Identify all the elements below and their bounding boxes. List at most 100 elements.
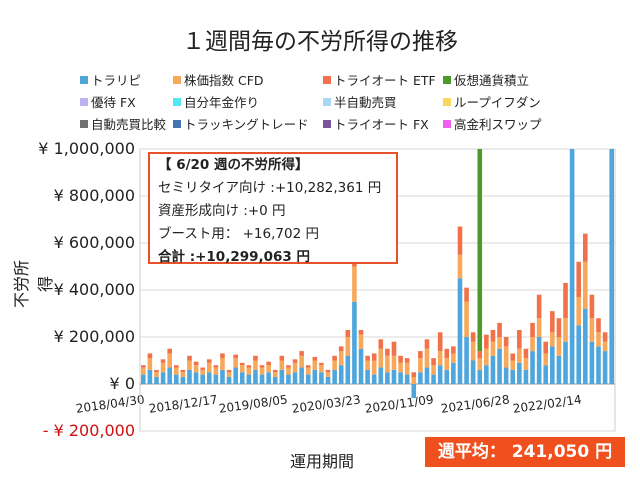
- legend-swatch: [80, 97, 88, 106]
- bar-segment: [266, 361, 271, 366]
- bar-segment: [589, 341, 595, 384]
- bar-segment: [305, 374, 311, 384]
- bar-segment: [173, 367, 179, 375]
- bar-segment: [378, 348, 384, 368]
- bar-segment: [226, 372, 232, 377]
- bar-segment: [299, 367, 304, 384]
- bar-segment: [563, 318, 568, 342]
- bar-segment: [292, 362, 298, 373]
- bar-segment: [437, 365, 443, 384]
- bar-segment: [220, 353, 225, 359]
- bar-segment: [206, 359, 212, 363]
- bar-segment: [490, 355, 496, 384]
- bar-segment: [418, 372, 423, 384]
- bar-segment: [259, 367, 265, 375]
- bar-segment: [437, 332, 443, 352]
- bar-segment: [484, 334, 489, 349]
- legend-item[interactable]: 自分年金作り: [173, 92, 259, 111]
- bar-segment: [358, 348, 364, 384]
- legend-item[interactable]: トラリピ: [80, 70, 141, 89]
- bar-segment: [464, 287, 469, 302]
- legend-item[interactable]: 高金利スワップ: [443, 114, 542, 133]
- legend-label: 高金利スワップ: [454, 117, 542, 132]
- bar-segment: [160, 362, 166, 373]
- bar-segment: [391, 369, 397, 384]
- legend-item[interactable]: 自動売買比較: [80, 114, 166, 133]
- bar-segment: [160, 372, 166, 384]
- bar-segment: [253, 369, 258, 384]
- bar-segment: [220, 358, 225, 370]
- bar-segment: [484, 365, 489, 384]
- bar-segment: [338, 351, 344, 366]
- bar-segment: [470, 332, 476, 342]
- legend-item[interactable]: トラッキングトレード: [173, 114, 309, 133]
- bar-segment: [556, 337, 562, 356]
- bar-segment: [517, 362, 522, 384]
- bar-segment: [477, 351, 483, 359]
- tooltip: 【 6/20 週の不労所得】 セミリタイア向け :+10,282,361 円 資…: [148, 152, 398, 265]
- bar-segment: [332, 360, 337, 370]
- bar-segment: [550, 332, 555, 347]
- bar-segment: [226, 376, 232, 384]
- legend-label: 仮想通貨積立: [454, 73, 530, 88]
- bar-segment: [213, 374, 219, 384]
- bar-segment: [246, 374, 252, 384]
- bar-segment: [563, 341, 568, 384]
- legend-item[interactable]: 仮想通貨積立: [443, 70, 529, 89]
- legend-label: 自分年金作り: [184, 95, 260, 110]
- bar-segment: [411, 376, 417, 384]
- bar-segment: [365, 355, 370, 361]
- legend-item[interactable]: 半自動売買: [323, 92, 397, 111]
- bar-segment: [345, 329, 351, 337]
- bar-segment: [431, 374, 436, 384]
- bar-segment: [141, 374, 146, 384]
- y-tick-label: ¥ 0: [109, 374, 135, 393]
- bar-segment: [490, 341, 496, 356]
- bar-segment: [510, 353, 516, 361]
- y-tick-label: ¥ 400,000: [53, 280, 135, 299]
- bar-segment: [398, 362, 403, 373]
- bar-segment: [147, 353, 153, 359]
- bar-segment: [404, 358, 410, 363]
- bar-segment: [477, 358, 483, 370]
- bar-segment: [167, 348, 172, 354]
- bar-segment: [497, 348, 502, 384]
- bar-segment: [305, 367, 311, 375]
- legend-item[interactable]: ループイフダン: [443, 92, 541, 111]
- bar-segment: [299, 355, 304, 368]
- bar-segment: [319, 365, 324, 373]
- bar-segment: [180, 372, 186, 377]
- bar-segment: [484, 348, 489, 366]
- bar-segment: [305, 365, 311, 368]
- bar-segment: [451, 346, 456, 354]
- bar-segment: [154, 372, 159, 377]
- bar-segment: [596, 346, 601, 384]
- bar-segment: [279, 355, 285, 361]
- bar-segment: [141, 365, 146, 368]
- bar-segment: [246, 367, 252, 375]
- bar-segment: [319, 372, 324, 384]
- bar-segment: [141, 367, 146, 375]
- bar-segment: [457, 254, 463, 279]
- legend-label: トライオート FX: [334, 117, 429, 132]
- bar-segment: [325, 376, 331, 384]
- bar-segment: [345, 337, 351, 356]
- bar-segment: [272, 376, 278, 384]
- bar-segment: [530, 337, 535, 352]
- bar-segment: [589, 318, 595, 342]
- legend-item[interactable]: トライオート FX: [323, 114, 429, 133]
- bar-segment: [352, 301, 357, 384]
- legend-item[interactable]: 株価指数 CFD: [173, 70, 264, 89]
- bar-segment: [259, 374, 265, 384]
- bar-segment: [477, 369, 483, 384]
- bar-segment: [312, 360, 318, 370]
- legend-item[interactable]: 優待 FX: [80, 92, 136, 111]
- bar-segment: [464, 301, 469, 337]
- bar-segment: [378, 367, 384, 384]
- bar-segment: [477, 149, 483, 352]
- tooltip-line: セミリタイア向け :+10,282,361 円: [158, 180, 382, 196]
- bar-segment: [279, 360, 285, 370]
- bar-segment: [160, 359, 166, 363]
- legend-item[interactable]: トライオート ETF: [323, 70, 436, 89]
- bar-segment: [233, 354, 238, 359]
